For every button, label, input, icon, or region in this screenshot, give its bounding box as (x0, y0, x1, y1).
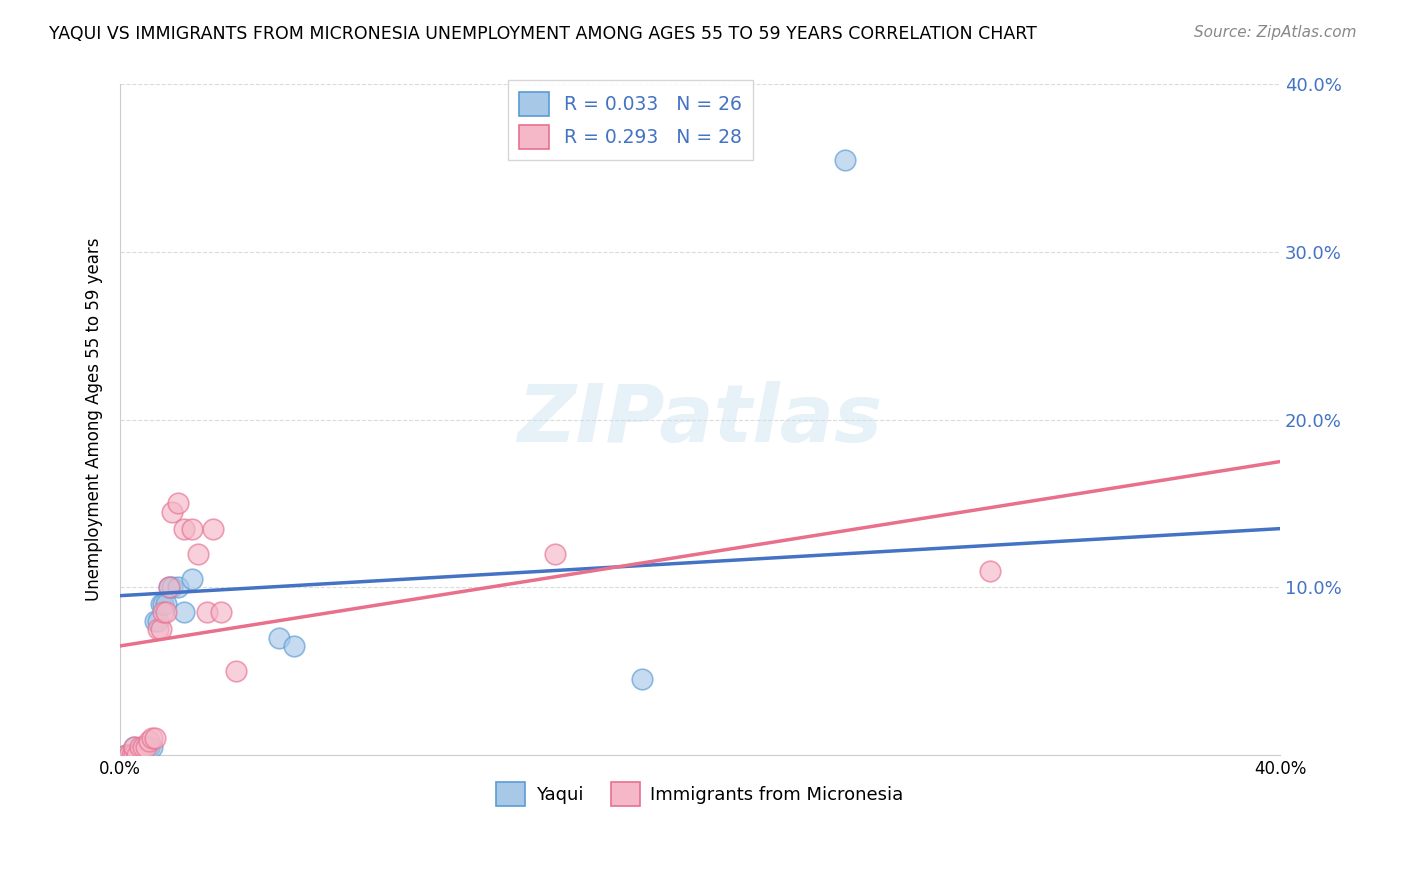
Point (129, 739, 152, 754)
Point (283, 639, 305, 653)
Point (132, 739, 155, 754)
Point (127, 747, 149, 762)
Point (124, 739, 146, 754)
Point (225, 664, 247, 678)
Point (181, 522, 204, 536)
Point (124, 739, 146, 754)
Point (979, 564, 1001, 578)
Point (127, 747, 149, 762)
Point (114, 747, 136, 762)
Point (118, 747, 141, 762)
Point (143, 614, 166, 628)
Point (143, 731, 166, 746)
Text: ZIPatlas: ZIPatlas (517, 381, 883, 458)
Point (173, 522, 195, 536)
Point (149, 622, 172, 636)
Point (631, 673, 654, 687)
Point (187, 547, 209, 561)
Point (160, 580, 183, 594)
Point (124, 747, 146, 762)
Point (146, 622, 169, 636)
Point (173, 606, 195, 620)
Point (138, 734, 160, 748)
Point (138, 739, 160, 754)
Point (124, 747, 146, 762)
Point (211, 606, 233, 620)
Text: Source: ZipAtlas.com: Source: ZipAtlas.com (1194, 25, 1357, 40)
Point (152, 606, 174, 620)
Point (155, 597, 177, 611)
Point (160, 505, 183, 519)
Point (269, 631, 291, 645)
Point (114, 747, 136, 762)
Point (141, 731, 163, 746)
Point (149, 597, 172, 611)
Point (129, 747, 152, 762)
Text: YAQUI VS IMMIGRANTS FROM MICRONESIA UNEMPLOYMENT AMONG AGES 55 TO 59 YEARS CORRE: YAQUI VS IMMIGRANTS FROM MICRONESIA UNEM… (49, 25, 1038, 43)
Point (834, 153, 856, 167)
Point (152, 597, 174, 611)
Point (132, 739, 155, 754)
Point (135, 739, 157, 754)
Legend: Yaqui, Immigrants from Micronesia: Yaqui, Immigrants from Micronesia (489, 775, 911, 813)
Point (157, 580, 180, 594)
Point (157, 580, 180, 594)
Point (167, 496, 190, 510)
Point (121, 747, 143, 762)
Point (155, 606, 177, 620)
Point (121, 747, 143, 762)
Point (167, 580, 190, 594)
Point (118, 747, 141, 762)
Point (201, 522, 224, 536)
Point (146, 614, 169, 628)
Point (138, 739, 160, 754)
Point (135, 739, 157, 754)
Y-axis label: Unemployment Among Ages 55 to 59 years: Unemployment Among Ages 55 to 59 years (86, 238, 103, 601)
Point (181, 572, 204, 586)
Point (544, 547, 567, 561)
Point (195, 606, 218, 620)
Point (141, 739, 163, 754)
